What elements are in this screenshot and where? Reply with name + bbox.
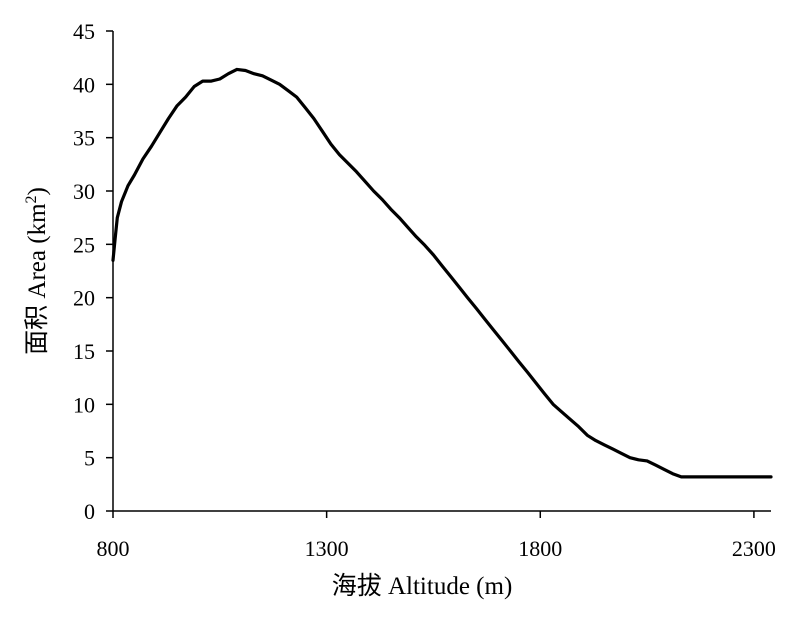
y-tick-label: 0 <box>84 499 95 524</box>
area-series-line <box>111 67 773 479</box>
y-tick-label: 30 <box>73 179 95 204</box>
y-tick-label: 25 <box>73 232 95 257</box>
x-axis-title: 海拔 Altitude (m) <box>332 572 513 600</box>
y-tick-label: 15 <box>73 339 95 364</box>
y-tick-label: 20 <box>73 286 95 311</box>
x-tick-label: 1300 <box>305 536 349 561</box>
y-tick-label: 40 <box>73 72 95 97</box>
y-tick-label: 35 <box>73 126 95 151</box>
y-ticks: 0 5 10 15 20 25 30 35 40 45 <box>73 19 113 524</box>
y-tick-label: 45 <box>73 19 95 44</box>
y-axis-title-close: ) <box>24 187 51 195</box>
x-tick-label: 1800 <box>518 536 562 561</box>
y-axis-title: 面积 Area (km2) <box>23 187 51 355</box>
y-axis-title-main: 面积 Area (km <box>23 203 51 355</box>
y-tick-label: 10 <box>73 392 95 417</box>
plot-frame <box>112 31 771 512</box>
x-tick-label: 800 <box>97 536 130 561</box>
x-ticks: 800 1300 1800 2300 <box>97 511 776 561</box>
y-axis-title-superscript: 2 <box>23 195 40 203</box>
x-tick-label: 2300 <box>732 536 776 561</box>
y-tick-label: 5 <box>84 446 95 471</box>
